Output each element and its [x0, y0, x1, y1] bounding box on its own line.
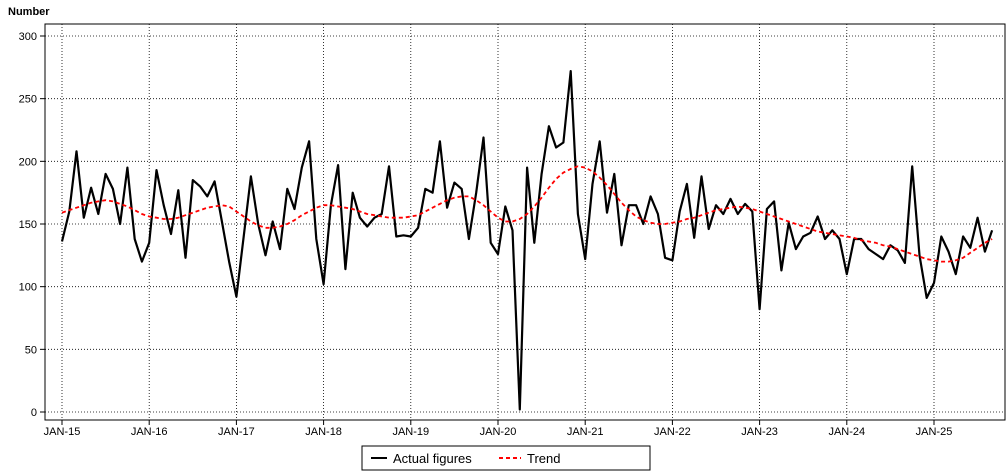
- y-tick-label: 150: [19, 219, 37, 231]
- x-tick-label: JAN-15: [44, 426, 81, 438]
- series-line-actual: [60, 69, 994, 411]
- x-tick-label: JAN-22: [654, 426, 691, 438]
- x-tick-label: JAN-16: [131, 426, 168, 438]
- y-axis: 0 50 100 150 200 250 300: [19, 31, 45, 419]
- x-tick-label: JAN-25: [916, 426, 953, 438]
- y-tick-label: 100: [19, 282, 37, 294]
- x-tick-label: JAN-19: [392, 426, 429, 438]
- y-tick-label: 200: [19, 156, 37, 168]
- y-tick-label: 250: [19, 94, 37, 106]
- series-line-trend: [61, 165, 993, 263]
- legend-label: Actual figures: [393, 451, 472, 466]
- x-tick-label: JAN-20: [480, 426, 517, 438]
- legend-label: Trend: [527, 451, 560, 466]
- x-tick-label: JAN-18: [305, 426, 342, 438]
- x-tick-label: JAN-23: [741, 426, 778, 438]
- y-tick-label: 0: [31, 407, 37, 419]
- y-tick-label: 300: [19, 31, 37, 43]
- x-tick-label: JAN-24: [828, 426, 865, 438]
- plot-area: [44, 23, 1006, 421]
- grid: [45, 24, 1005, 420]
- x-tick-label: JAN-17: [218, 426, 255, 438]
- y-axis-label: Number: [8, 6, 50, 18]
- series-lines: [60, 69, 994, 411]
- x-axis: JAN-15 JAN-16 JAN-17 JAN-18 JAN-19 JAN-20 JAN-…: [44, 420, 953, 438]
- legend: Actual figures Trend: [361, 445, 651, 471]
- x-tick-label: JAN-21: [567, 426, 604, 438]
- y-tick-label: 50: [25, 344, 37, 356]
